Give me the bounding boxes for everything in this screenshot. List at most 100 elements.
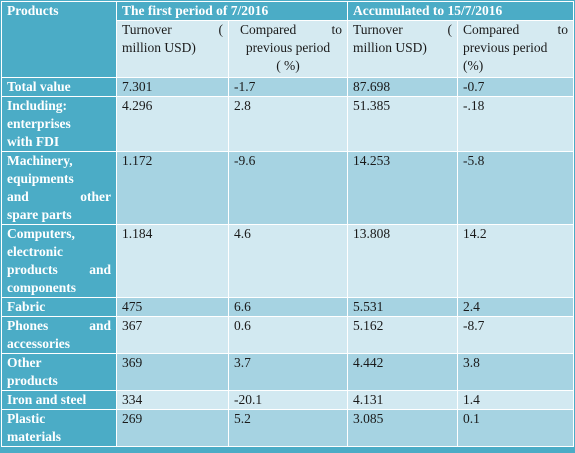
turnover-accumulated: 3.085 bbox=[347, 409, 458, 447]
turnover-accumulated: 51.385 bbox=[347, 96, 458, 152]
header-row: Products The first period of 7/2016 Accu… bbox=[1, 1, 574, 78]
product-label-line: Computers, bbox=[7, 226, 75, 241]
turnover-unit: million USD) bbox=[353, 40, 427, 55]
compared-period1: 2.8 bbox=[228, 96, 348, 152]
percent-unit-1: ( %) bbox=[276, 58, 300, 73]
product-label: Total value bbox=[1, 77, 117, 97]
table-row: Plastic materials 269 5.2 3.085 0.1 bbox=[1, 409, 574, 447]
product-label-line: Other bbox=[7, 355, 42, 370]
turnover-accumulated: 87.698 bbox=[347, 77, 458, 97]
turnover-accumulated: 13.808 bbox=[347, 224, 458, 298]
product-label-line: Phones and bbox=[7, 318, 111, 333]
compared-accumulated: -.18 bbox=[457, 96, 574, 152]
turnover-accumulated: 5.531 bbox=[347, 297, 458, 317]
turnover-accumulated: 5.162 bbox=[347, 316, 458, 354]
turnover-word: Turnover bbox=[122, 22, 172, 37]
compared-period1: 4.6 bbox=[228, 224, 348, 298]
product-label: Iron and steel bbox=[1, 390, 117, 410]
turnover-word: Turnover bbox=[353, 22, 403, 37]
product-label: Fabric bbox=[1, 297, 117, 317]
period1-header: The first period of 7/2016 bbox=[116, 1, 348, 21]
compared-period1: 0.6 bbox=[228, 316, 348, 354]
table-row: Other products 369 3.7 4.442 3.8 bbox=[1, 353, 574, 391]
compared-period1: -20.1 bbox=[228, 390, 348, 410]
compared-accumulated: 0.1 bbox=[457, 409, 574, 447]
product-label-line: and other bbox=[7, 189, 111, 204]
turnover-period1: 4.296 bbox=[116, 96, 229, 152]
compared-period1: -9.6 bbox=[228, 151, 348, 225]
turnover-header-2: Turnover ( million USD) bbox=[347, 20, 458, 78]
compared-accumulated: 1.4 bbox=[457, 390, 574, 410]
compared-period1: -1.7 bbox=[228, 77, 348, 97]
table-row: Total value 7.301 -1.7 87.698 -0.7 bbox=[1, 77, 574, 97]
to-word: to bbox=[557, 22, 568, 37]
product-label: Plastic materials bbox=[1, 409, 117, 447]
subheader-row: Turnover ( million USD) Compared to previo… bbox=[2, 20, 574, 78]
table-row: Iron and steel 334 -20.1 4.131 1.4 bbox=[1, 390, 574, 410]
compared-accumulated: -8.7 bbox=[457, 316, 574, 354]
product-label-line: Plastic bbox=[7, 411, 46, 426]
turnover-period1: 475 bbox=[116, 297, 229, 317]
compared-accumulated: 14.2 bbox=[457, 224, 574, 298]
turnover-unit: million USD) bbox=[122, 40, 196, 55]
table-row: Fabric 475 6.6 5.531 2.4 bbox=[1, 297, 574, 317]
product-label-line: products bbox=[7, 373, 58, 388]
product-label-line: enterprises bbox=[7, 116, 71, 131]
product-label-line: with FDI bbox=[7, 134, 60, 149]
product-label-line: Fabric bbox=[7, 299, 46, 314]
product-label-line: Machinery, bbox=[7, 153, 73, 168]
product-label-line: equipments bbox=[7, 171, 74, 186]
table-row: Machinery, equipments and other spare parts… bbox=[1, 151, 574, 225]
compared-accumulated: 2.4 bbox=[457, 297, 574, 317]
product-label-line: materials bbox=[7, 429, 61, 444]
products-header: Products bbox=[1, 1, 117, 78]
turnover-accumulated: 14.253 bbox=[347, 151, 458, 225]
table-row: Including: enterprises with FDI 4.296 2.8 51.… bbox=[1, 96, 574, 152]
to-word: to bbox=[331, 22, 342, 37]
turnover-period1: 369 bbox=[116, 353, 229, 391]
compared-accumulated: 3.8 bbox=[457, 353, 574, 391]
open-paren: ( bbox=[218, 22, 224, 37]
turnover-period1: 7.301 bbox=[116, 77, 229, 97]
compared-header-2: Compared to previous period (%) bbox=[457, 20, 574, 78]
product-label: Other products bbox=[1, 353, 117, 391]
turnover-period1: 367 bbox=[116, 316, 229, 354]
compared-word: Compared bbox=[240, 22, 297, 37]
turnover-period1: 334 bbox=[116, 390, 229, 410]
compared-period1: 3.7 bbox=[228, 353, 348, 391]
compared-accumulated: -0.7 bbox=[457, 77, 574, 97]
product-label-line: Iron and steel bbox=[7, 392, 87, 407]
compared-period1: 6.6 bbox=[228, 297, 348, 317]
previous-period-text: previous period bbox=[463, 40, 548, 55]
product-label: Phones and accessories bbox=[1, 316, 117, 354]
compared-word: Compared bbox=[463, 22, 520, 37]
turnover-period1: 1.184 bbox=[116, 224, 229, 298]
turnover-accumulated: 4.442 bbox=[347, 353, 458, 391]
turnover-period1: 1.172 bbox=[116, 151, 229, 225]
product-label: Computers, electronic products and componen… bbox=[1, 224, 117, 298]
percent-unit-2: (%) bbox=[463, 58, 484, 73]
previous-period-text: previous period bbox=[245, 40, 331, 55]
compared-accumulated: -5.8 bbox=[457, 151, 574, 225]
compared-period1: 5.2 bbox=[228, 409, 348, 447]
product-label: Machinery, equipments and other spare parts bbox=[1, 151, 117, 225]
product-label-line: electronic bbox=[7, 244, 63, 259]
product-label-line: products and bbox=[7, 262, 111, 277]
turnover-header-1: Turnover ( million USD) bbox=[116, 20, 229, 78]
table-row: Computers, electronic products and componen… bbox=[1, 224, 574, 298]
table-row: Phones and accessories 367 0.6 5.162 -8.7 bbox=[1, 316, 574, 354]
product-label-line: spare parts bbox=[7, 207, 72, 222]
product-label-line: Including: bbox=[7, 98, 68, 113]
period2-header: Accumulated to 15/7/2016 bbox=[347, 1, 574, 21]
product-label-line: components bbox=[7, 280, 77, 295]
open-paren: ( bbox=[447, 22, 453, 37]
product-label-line: Total value bbox=[7, 79, 71, 94]
product-label-line: accessories bbox=[7, 336, 70, 351]
compared-header-1: Compared to previous period ( %) bbox=[228, 20, 348, 78]
table-body: Total value 7.301 -1.7 87.698 -0.7 Including:… bbox=[1, 77, 574, 447]
turnover-accumulated: 4.131 bbox=[347, 390, 458, 410]
turnover-period1: 269 bbox=[116, 409, 229, 447]
product-label: Including: enterprises with FDI bbox=[1, 96, 117, 152]
